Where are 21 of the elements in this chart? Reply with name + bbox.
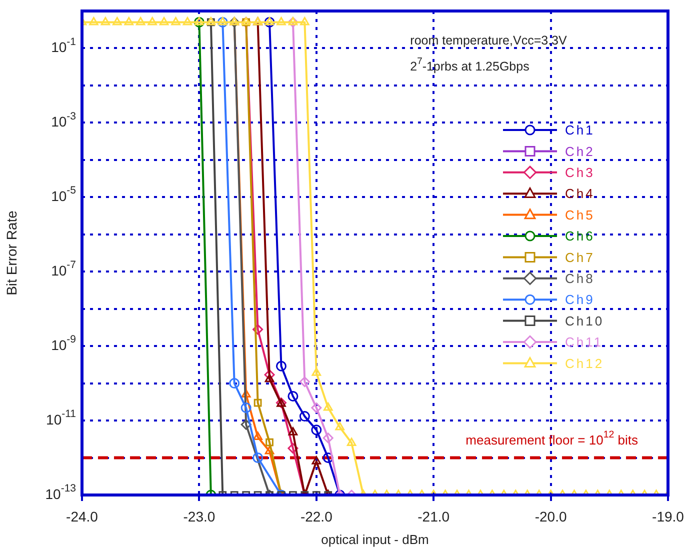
legend-label: Ch3 bbox=[565, 164, 595, 180]
legend-label: Ch5 bbox=[565, 207, 595, 222]
x-tick-label: -19.0 bbox=[652, 508, 684, 524]
x-tick-label: -24.0 bbox=[66, 508, 98, 524]
x-tick-label: -20.0 bbox=[534, 508, 567, 524]
legend-label: Ch12 bbox=[565, 356, 604, 371]
legend-label: Ch2 bbox=[565, 144, 595, 159]
legend-label: Ch10 bbox=[565, 313, 604, 328]
x-tick-label: -22.0 bbox=[300, 508, 333, 524]
x-axis-title: optical input - dBm bbox=[321, 532, 429, 547]
annotation: room temperature,Vcc=3.3V bbox=[410, 33, 568, 48]
x-tick-label: -21.0 bbox=[418, 508, 450, 524]
x-tick-label: -23.0 bbox=[183, 508, 216, 524]
legend-label: Ch6 bbox=[565, 228, 595, 244]
legend-label: Ch7 bbox=[565, 250, 595, 265]
legend-label: Ch8 bbox=[565, 270, 595, 286]
legend-label: Ch1 bbox=[565, 122, 595, 138]
legend-label: Ch9 bbox=[565, 292, 595, 308]
y-axis-title: Bit Error Rate bbox=[3, 210, 20, 296]
legend-label: Ch4 bbox=[565, 186, 595, 202]
legend-label: Ch11 bbox=[565, 334, 604, 350]
